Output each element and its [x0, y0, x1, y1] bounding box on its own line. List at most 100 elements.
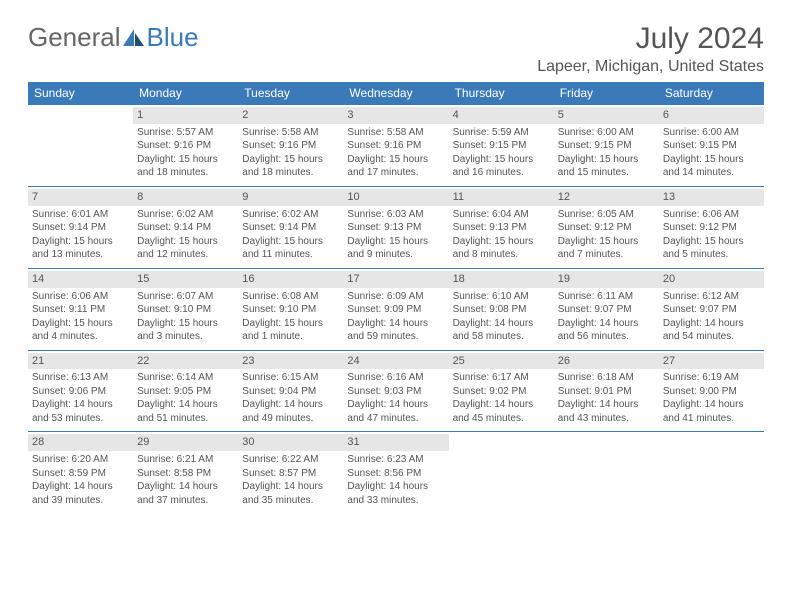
calendar-empty-cell [449, 432, 554, 513]
daylight-line: Daylight: 15 hours and 14 minutes. [663, 153, 760, 180]
day-number: 24 [343, 353, 448, 370]
weekday-header: Wednesday [343, 82, 448, 105]
sunrise-line: Sunrise: 6:08 AM [242, 290, 339, 304]
sunrise-line: Sunrise: 6:02 AM [137, 208, 234, 222]
calendar-row: 28 Sunrise: 6:20 AMSunset: 8:59 PM Dayligh… [28, 432, 764, 513]
daylight-line: Daylight: 15 hours and 1 minute. [242, 317, 339, 344]
sunrise-line: Sunrise: 5:59 AM [453, 126, 550, 140]
calendar-day-cell: 31Sunrise: 6:23 AMSunset: 8:56 PMDayligh… [343, 432, 448, 513]
day-number: 10 [343, 189, 448, 206]
sunset-line: Sunset: 9:10 PM [137, 303, 234, 317]
daylight-line: Daylight: 14 hours and 53 minutes. [32, 398, 129, 425]
sunset-line: Sunset: 8:59 PM [32, 467, 129, 481]
calendar-day-cell: 6Sunrise: 6:00 AMSunset: 9:15 PMDaylight… [659, 105, 764, 187]
calendar-day-cell: 28Sunrise: 6:20 AMSunset: 8:59 PMDayligh… [28, 432, 133, 513]
calendar-day-cell: 24Sunrise: 6:16 AMSunset: 9:03 PMDayligh… [343, 350, 448, 432]
daylight-line: Daylight: 15 hours and 4 minutes. [32, 317, 129, 344]
day-number: 27 [659, 353, 764, 370]
logo-text-blue: Blue [147, 22, 199, 53]
calendar-day-cell: 20Sunrise: 6:12 AMSunset: 9:07 PMDayligh… [659, 268, 764, 350]
day-number: 8 [133, 189, 238, 206]
day-number: 17 [343, 271, 448, 288]
logo-text-general: General [28, 22, 121, 53]
sunset-line: Sunset: 9:15 PM [663, 139, 760, 153]
sunset-line: Sunset: 9:15 PM [453, 139, 550, 153]
sunrise-line: Sunrise: 6:12 AM [663, 290, 760, 304]
daylight-line: Daylight: 15 hours and 18 minutes. [137, 153, 234, 180]
sunrise-line: Sunrise: 6:17 AM [453, 371, 550, 385]
logo-sail-icon [123, 29, 145, 47]
calendar-row: 7Sunrise: 6:01 AMSunset: 9:14 PMDaylight… [28, 186, 764, 268]
calendar-day-cell: 23Sunrise: 6:15 AMSunset: 9:04 PMDayligh… [238, 350, 343, 432]
daylight-line: Daylight: 14 hours and 51 minutes. [137, 398, 234, 425]
calendar-day-cell: 4 Sunrise: 5:59 AMSunset: 9:15 PMDaylight… [449, 105, 554, 187]
sunrise-line: Sunrise: 6:20 AM [32, 453, 129, 467]
day-number: 13 [659, 189, 764, 206]
title-block: July 2024 Lapeer, Michigan, United State… [537, 22, 764, 76]
sunrise-line: Sunrise: 6:00 AM [663, 126, 760, 140]
day-number: 20 [659, 271, 764, 288]
sunset-line: Sunset: 9:10 PM [242, 303, 339, 317]
daylight-line: Daylight: 15 hours and 7 minutes. [558, 235, 655, 262]
day-number: 9 [238, 189, 343, 206]
calendar-day-cell: 3Sunrise: 5:58 AMSunset: 9:16 PMDaylight… [343, 105, 448, 187]
sunrise-line: Sunrise: 6:04 AM [453, 208, 550, 222]
sunrise-line: Sunrise: 6:23 AM [347, 453, 444, 467]
day-number: 3 [343, 107, 448, 124]
calendar-day-cell: 29Sunrise: 6:21 AMSunset: 8:58 PMDayligh… [133, 432, 238, 513]
sunrise-line: Sunrise: 6:22 AM [242, 453, 339, 467]
sunset-line: Sunset: 9:12 PM [663, 221, 760, 235]
calendar-day-cell: 21Sunrise: 6:13 AMSunset: 9:06 PMDayligh… [28, 350, 133, 432]
sunset-line: Sunset: 9:04 PM [242, 385, 339, 399]
sunset-line: Sunset: 9:14 PM [137, 221, 234, 235]
sunset-line: Sunset: 9:16 PM [242, 139, 339, 153]
day-number: 15 [133, 271, 238, 288]
sunset-line: Sunset: 9:08 PM [453, 303, 550, 317]
sunrise-line: Sunrise: 6:05 AM [558, 208, 655, 222]
sunset-line: Sunset: 9:16 PM [137, 139, 234, 153]
daylight-line: Daylight: 15 hours and 16 minutes. [453, 153, 550, 180]
calendar-row: 1Sunrise: 5:57 AMSunset: 9:16 PMDaylight… [28, 105, 764, 187]
calendar-day-cell: 13 Sunrise: 6:06 AMSunset: 9:12 PMDayligh… [659, 186, 764, 268]
sunrise-line: Sunrise: 6:14 AM [137, 371, 234, 385]
daylight-line: Daylight: 14 hours and 45 minutes. [453, 398, 550, 425]
weekday-header: Sunday [28, 82, 133, 105]
daylight-line: Daylight: 14 hours and 47 minutes. [347, 398, 444, 425]
sunset-line: Sunset: 9:13 PM [347, 221, 444, 235]
sunset-line: Sunset: 8:56 PM [347, 467, 444, 481]
sunrise-line: Sunrise: 6:06 AM [32, 290, 129, 304]
daylight-line: Daylight: 15 hours and 9 minutes. [347, 235, 444, 262]
day-number: 4 [449, 107, 554, 124]
sunset-line: Sunset: 9:07 PM [663, 303, 760, 317]
daylight-line: Daylight: 14 hours and 49 minutes. [242, 398, 339, 425]
calendar-day-cell: 25Sunrise: 6:17 AMSunset: 9:02 PMDayligh… [449, 350, 554, 432]
day-number: 25 [449, 353, 554, 370]
sunrise-line: Sunrise: 6:16 AM [347, 371, 444, 385]
sunrise-line: Sunrise: 6:02 AM [242, 208, 339, 222]
sunset-line: Sunset: 9:05 PM [137, 385, 234, 399]
sunrise-line: Sunrise: 6:06 AM [663, 208, 760, 222]
sunset-line: Sunset: 9:00 PM [663, 385, 760, 399]
calendar-day-cell: 14Sunrise: 6:06 AMSunset: 9:11 PMDayligh… [28, 268, 133, 350]
sunrise-line: Sunrise: 6:21 AM [137, 453, 234, 467]
sunset-line: Sunset: 8:58 PM [137, 467, 234, 481]
sunset-line: Sunset: 9:01 PM [558, 385, 655, 399]
sunrise-line: Sunrise: 5:58 AM [242, 126, 339, 140]
day-number: 28 [28, 434, 133, 451]
calendar-day-cell: 18Sunrise: 6:10 AMSunset: 9:08 PMDayligh… [449, 268, 554, 350]
daylight-line: Daylight: 15 hours and 5 minutes. [663, 235, 760, 262]
daylight-line: Daylight: 15 hours and 15 minutes. [558, 153, 655, 180]
calendar-body: 1Sunrise: 5:57 AMSunset: 9:16 PMDaylight… [28, 105, 764, 514]
day-number: 16 [238, 271, 343, 288]
daylight-line: Daylight: 15 hours and 3 minutes. [137, 317, 234, 344]
daylight-line: Daylight: 14 hours and 43 minutes. [558, 398, 655, 425]
daylight-line: Daylight: 15 hours and 18 minutes. [242, 153, 339, 180]
sunrise-line: Sunrise: 5:57 AM [137, 126, 234, 140]
sunset-line: Sunset: 9:11 PM [32, 303, 129, 317]
calendar-day-cell: 12Sunrise: 6:05 AMSunset: 9:12 PMDayligh… [554, 186, 659, 268]
sunset-line: Sunset: 9:15 PM [558, 139, 655, 153]
daylight-line: Daylight: 14 hours and 37 minutes. [137, 480, 234, 507]
sunset-line: Sunset: 9:07 PM [558, 303, 655, 317]
sunset-line: Sunset: 9:13 PM [453, 221, 550, 235]
daylight-line: Daylight: 14 hours and 59 minutes. [347, 317, 444, 344]
